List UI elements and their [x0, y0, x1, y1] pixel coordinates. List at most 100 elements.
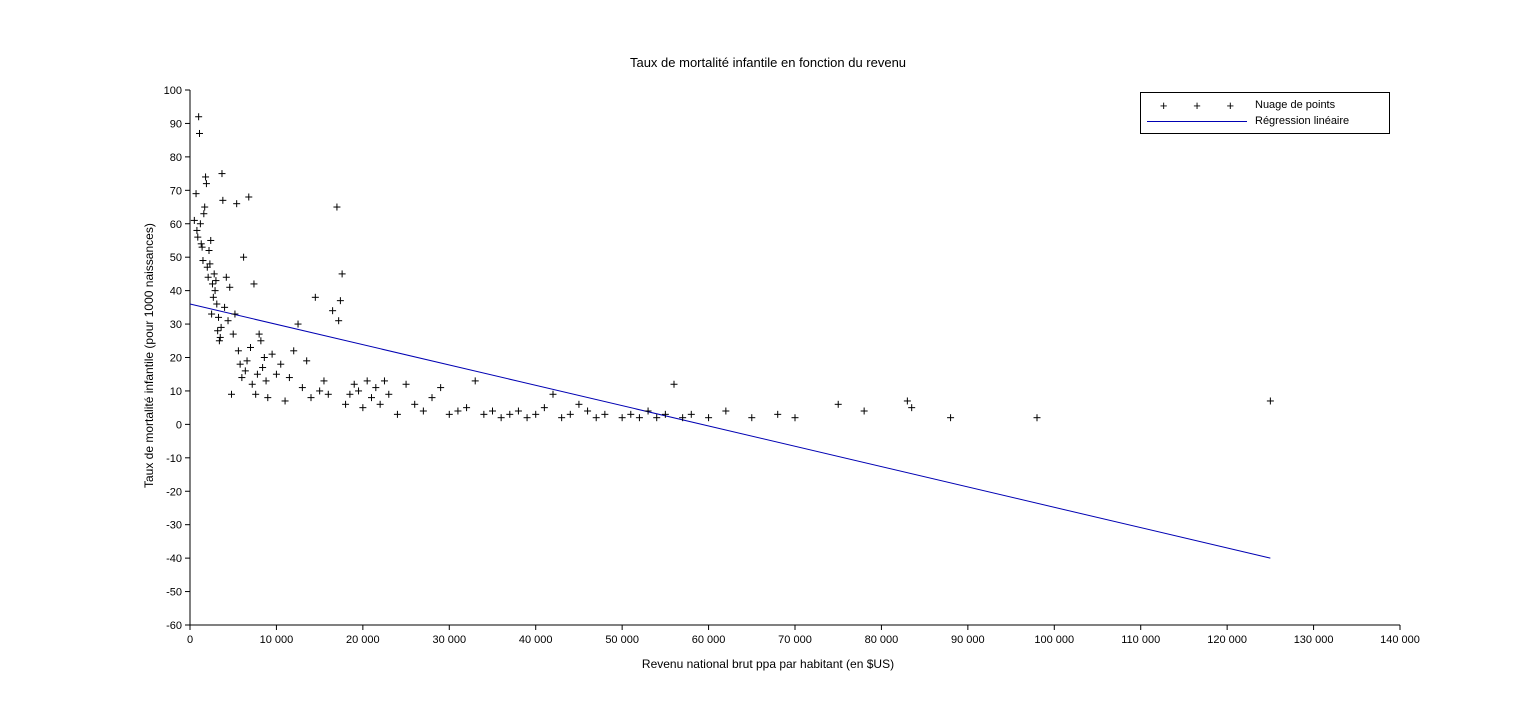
data-point	[231, 311, 238, 318]
data-point	[335, 317, 342, 324]
data-point	[904, 397, 911, 404]
x-tick-label: 90 000	[951, 634, 985, 646]
plus-icon: +	[1193, 99, 1201, 112]
data-point	[567, 411, 574, 418]
data-point	[228, 391, 235, 398]
data-point	[359, 404, 366, 411]
data-point	[205, 274, 212, 281]
data-point	[342, 401, 349, 408]
data-point	[209, 280, 216, 287]
data-point	[277, 361, 284, 368]
data-point	[286, 374, 293, 381]
data-point	[947, 414, 954, 421]
data-point	[333, 204, 340, 211]
y-tick-label: 10	[170, 386, 182, 398]
y-tick-label: -50	[166, 587, 182, 599]
data-point	[208, 311, 215, 318]
data-point	[394, 411, 401, 418]
data-point	[1034, 414, 1041, 421]
data-point	[472, 377, 479, 384]
data-point	[688, 411, 695, 418]
x-tick-label: 50 000	[605, 634, 639, 646]
x-tick-label: 140 000	[1380, 634, 1420, 646]
data-point	[908, 404, 915, 411]
data-point	[593, 414, 600, 421]
data-point	[636, 414, 643, 421]
data-point	[214, 327, 221, 334]
y-axis-label: Taux de mortalité infantile (pour 1000 n…	[142, 223, 156, 488]
data-point	[480, 411, 487, 418]
data-point	[861, 408, 868, 415]
data-point	[316, 387, 323, 394]
data-point	[225, 317, 232, 324]
data-point	[722, 408, 729, 415]
data-point	[337, 297, 344, 304]
data-point	[199, 244, 206, 251]
data-point	[200, 210, 207, 217]
y-tick-label: 100	[164, 85, 182, 97]
y-tick-label: -20	[166, 486, 182, 498]
x-tick-label: 20 000	[346, 634, 380, 646]
data-point	[575, 401, 582, 408]
data-point	[211, 270, 218, 277]
data-point	[515, 408, 522, 415]
y-tick-label: 30	[170, 319, 182, 331]
data-point	[377, 401, 384, 408]
data-point	[403, 381, 410, 388]
data-point	[273, 371, 280, 378]
data-point	[256, 331, 263, 338]
data-point	[201, 204, 208, 211]
data-point	[249, 381, 256, 388]
data-point	[303, 357, 310, 364]
data-point	[1267, 397, 1274, 404]
data-point	[705, 414, 712, 421]
data-point	[259, 364, 266, 371]
data-point	[237, 361, 244, 368]
legend: +++Nuage de pointsRégression linéaire	[1140, 92, 1390, 134]
data-point	[550, 391, 557, 398]
data-point	[213, 301, 220, 308]
x-tick-label: 10 000	[260, 634, 294, 646]
data-point	[240, 254, 247, 261]
data-point	[218, 170, 225, 177]
data-point	[261, 354, 268, 361]
y-tick-label: 50	[170, 252, 182, 264]
data-point	[308, 394, 315, 401]
data-point	[532, 411, 539, 418]
data-point	[199, 257, 206, 264]
y-tick-label: -60	[166, 620, 182, 632]
data-point	[247, 344, 254, 351]
x-tick-label: 70 000	[778, 634, 812, 646]
data-point	[368, 394, 375, 401]
data-point	[196, 130, 203, 137]
data-point	[792, 414, 799, 421]
y-tick-label: 60	[170, 219, 182, 231]
x-tick-label: 30 000	[432, 634, 466, 646]
data-point	[541, 404, 548, 411]
data-point	[506, 411, 513, 418]
data-point	[329, 307, 336, 314]
data-point	[269, 351, 276, 358]
y-tick-label: 0	[176, 419, 182, 431]
data-point	[346, 391, 353, 398]
data-point	[411, 401, 418, 408]
data-point	[437, 384, 444, 391]
data-point	[250, 280, 257, 287]
data-point	[238, 374, 245, 381]
data-point	[381, 377, 388, 384]
data-point	[264, 394, 271, 401]
data-point	[446, 411, 453, 418]
y-tick-label: 80	[170, 152, 182, 164]
data-point	[489, 408, 496, 415]
data-point	[619, 414, 626, 421]
data-point	[454, 408, 461, 415]
data-point	[282, 397, 289, 404]
data-point	[385, 391, 392, 398]
line-icon	[1147, 121, 1247, 122]
data-point	[263, 377, 270, 384]
data-point	[295, 321, 302, 328]
y-tick-label: 90	[170, 118, 182, 130]
plus-icon: +	[1227, 99, 1235, 112]
data-point	[290, 347, 297, 354]
x-axis-label: Revenu national brut ppa par habitant (e…	[0, 657, 1536, 671]
